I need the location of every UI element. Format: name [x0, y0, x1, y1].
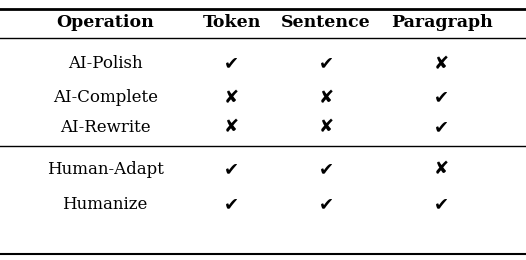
Text: ✔: ✔ — [434, 88, 449, 107]
Text: AI-Complete: AI-Complete — [53, 89, 158, 106]
Text: AI-Rewrite: AI-Rewrite — [60, 119, 150, 136]
Text: ✔: ✔ — [224, 160, 239, 178]
Text: ✘: ✘ — [319, 88, 333, 107]
Text: ✘: ✘ — [224, 88, 239, 107]
Text: AI-Polish: AI-Polish — [68, 55, 143, 72]
Text: ✘: ✘ — [319, 118, 333, 136]
Text: Paragraph: Paragraph — [391, 14, 493, 31]
Text: ✔: ✔ — [319, 160, 333, 178]
Text: Operation: Operation — [56, 14, 154, 31]
Text: ✔: ✔ — [319, 195, 333, 213]
Text: Token: Token — [203, 14, 260, 31]
Text: ✔: ✔ — [434, 195, 449, 213]
Text: ✘: ✘ — [434, 55, 449, 73]
Text: ✘: ✘ — [224, 118, 239, 136]
Text: Sentence: Sentence — [281, 14, 371, 31]
Text: ✔: ✔ — [319, 55, 333, 73]
Text: Humanize: Humanize — [63, 196, 148, 213]
Text: ✔: ✔ — [434, 118, 449, 136]
Text: ✔: ✔ — [224, 55, 239, 73]
Text: ✘: ✘ — [434, 160, 449, 178]
Text: ✔: ✔ — [224, 195, 239, 213]
Text: Human-Adapt: Human-Adapt — [47, 160, 164, 178]
